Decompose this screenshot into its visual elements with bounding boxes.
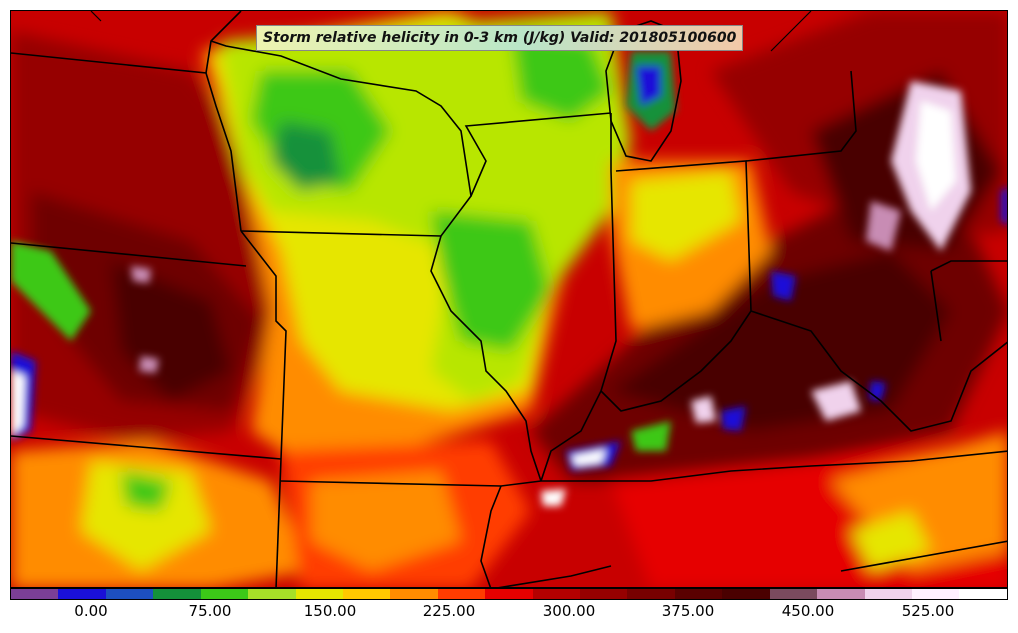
colorbar-segment bbox=[864, 589, 913, 599]
colorbar-segment bbox=[153, 589, 201, 599]
colorbar-tick-label: 450.00 bbox=[781, 602, 835, 620]
colorbar-segment bbox=[11, 589, 59, 599]
helicity-map bbox=[11, 11, 1007, 587]
map-title: Storm relative helicity in 0-3 km (J/kg)… bbox=[256, 25, 744, 51]
colorbar bbox=[10, 588, 1008, 600]
colorbar-tick-label: 75.00 bbox=[188, 602, 232, 620]
colorbar-segment bbox=[58, 589, 106, 599]
helicity-highs bbox=[11, 51, 1007, 506]
colorbar-segment bbox=[817, 589, 865, 599]
colorbar-segment bbox=[722, 589, 770, 599]
colorbar-tick-label: 0.00 bbox=[74, 602, 108, 620]
helicity-field bbox=[11, 11, 1007, 587]
colorbar-segment bbox=[959, 589, 1007, 599]
colorbar-segment bbox=[912, 589, 960, 599]
rivers bbox=[90, 11, 812, 52]
colorbar-segment bbox=[105, 589, 154, 599]
colorbar-segment bbox=[485, 589, 533, 599]
colorbar-segment bbox=[342, 589, 391, 599]
colorbar-segment bbox=[295, 589, 343, 599]
colorbar-segment bbox=[532, 589, 581, 599]
colorbar-tick-label: 375.00 bbox=[661, 602, 715, 620]
map-frame: Storm relative helicity in 0-3 km (J/kg)… bbox=[10, 10, 1008, 588]
colorbar-segment bbox=[627, 589, 675, 599]
colorbar-segment bbox=[769, 589, 818, 599]
state-borders bbox=[11, 11, 1007, 587]
colorbar-segment bbox=[437, 589, 486, 599]
colorbar-tick-label: 525.00 bbox=[901, 602, 955, 620]
colorbar-tick-label: 300.00 bbox=[542, 602, 596, 620]
colorbar-segment bbox=[248, 589, 296, 599]
colorbar-segment bbox=[390, 589, 438, 599]
colorbar-segment bbox=[674, 589, 723, 599]
colorbar-ticks: 0.00 75.00 150.00 225.00 300.00 375.00 450.00 5… bbox=[0, 602, 1018, 624]
colorbar-tick-label: 225.00 bbox=[422, 602, 476, 620]
colorbar-tick-label: 150.00 bbox=[303, 602, 357, 620]
colorbar-segment bbox=[580, 589, 628, 599]
colorbar-segment bbox=[200, 589, 249, 599]
